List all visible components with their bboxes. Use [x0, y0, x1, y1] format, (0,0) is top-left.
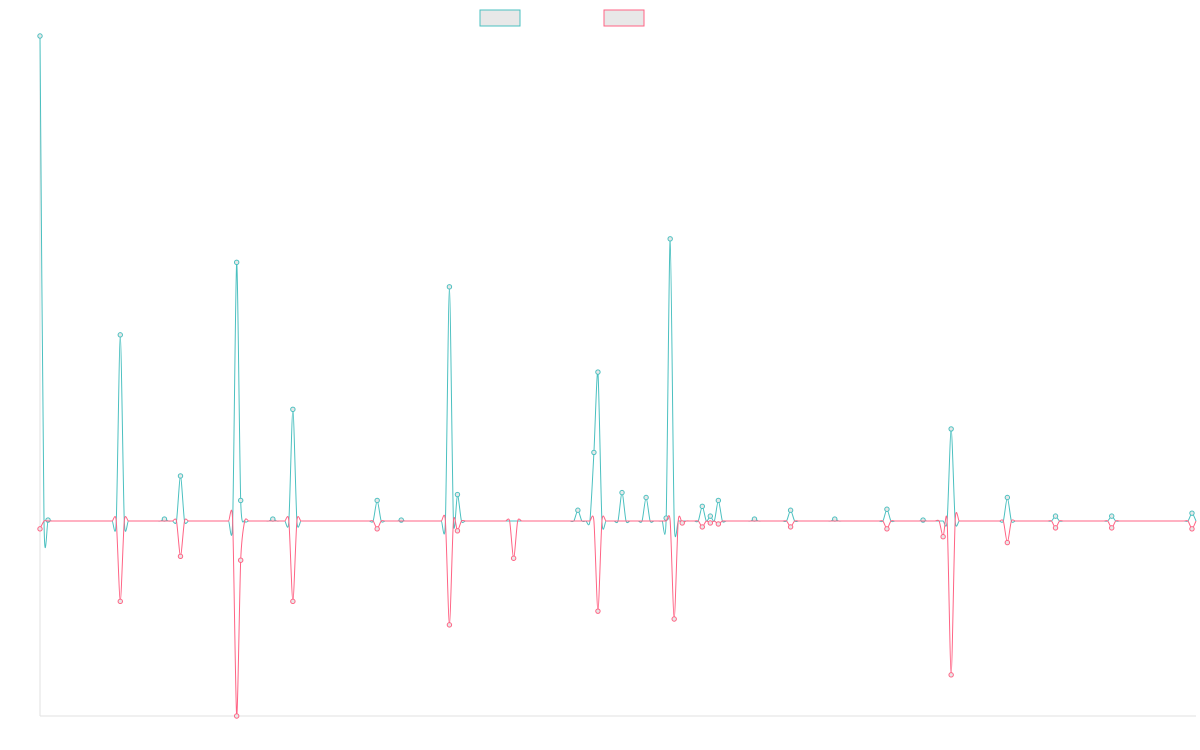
series-0-point — [233, 259, 240, 266]
series-1-point — [671, 616, 677, 622]
series-0-point — [45, 517, 51, 523]
series-1-point — [233, 713, 240, 719]
series-0-point — [595, 369, 601, 375]
series-0-point — [920, 517, 926, 523]
series-0-point — [398, 517, 404, 523]
series-1-point — [1052, 525, 1059, 531]
series-layer — [37, 33, 1197, 719]
series-0-point — [117, 332, 123, 338]
series-0-point — [37, 33, 43, 39]
series-0-point — [575, 507, 581, 513]
series-1-point — [1109, 525, 1115, 531]
series-1-point — [454, 528, 461, 534]
series-0-line — [39, 35, 1197, 549]
series-1-point — [237, 557, 244, 563]
series-1-point — [177, 553, 184, 559]
series-1-point — [679, 520, 685, 526]
series-1-point — [787, 524, 794, 530]
series-1-point — [707, 520, 714, 526]
chart-axes — [39, 36, 1196, 717]
series-1-point — [1004, 539, 1011, 546]
series-0-point — [591, 449, 597, 456]
series-1-point — [446, 622, 453, 628]
series-0-point — [1052, 513, 1059, 519]
legend-swatch-1 — [603, 9, 645, 27]
series-0-point — [699, 503, 705, 510]
series-1-point — [510, 555, 517, 561]
chart-legend — [479, 9, 645, 27]
series-0-point — [454, 491, 461, 498]
series-0-point — [787, 507, 794, 513]
series-1-point — [37, 526, 43, 532]
series-0-point — [290, 406, 296, 413]
series-1-point — [884, 526, 890, 532]
series-0-point — [619, 489, 625, 496]
series-1-point — [948, 672, 954, 678]
series-0-point — [667, 236, 673, 242]
series-0-point — [643, 494, 649, 501]
series-1-point — [117, 598, 123, 605]
series-1-line — [39, 509, 1197, 717]
series-0-point — [715, 497, 722, 504]
series-0-point — [1189, 510, 1195, 516]
series-0-point — [1004, 494, 1011, 501]
series-0-point — [237, 497, 244, 504]
legend-swatch-0 — [479, 9, 521, 27]
series-1-point — [715, 521, 722, 527]
series-0-point — [948, 426, 954, 432]
series-0-point — [446, 284, 453, 290]
series-0-point — [374, 497, 380, 504]
series-1-point — [290, 598, 296, 605]
series-1-point — [374, 526, 380, 532]
series-1-point — [940, 533, 946, 540]
series-1-point — [1189, 526, 1195, 532]
series-1-point — [595, 608, 601, 614]
series-0-point — [177, 473, 184, 479]
series-0-point — [1109, 513, 1115, 519]
series-1-point — [699, 524, 705, 530]
series-0-point — [884, 506, 890, 512]
series-0-point — [707, 513, 714, 519]
